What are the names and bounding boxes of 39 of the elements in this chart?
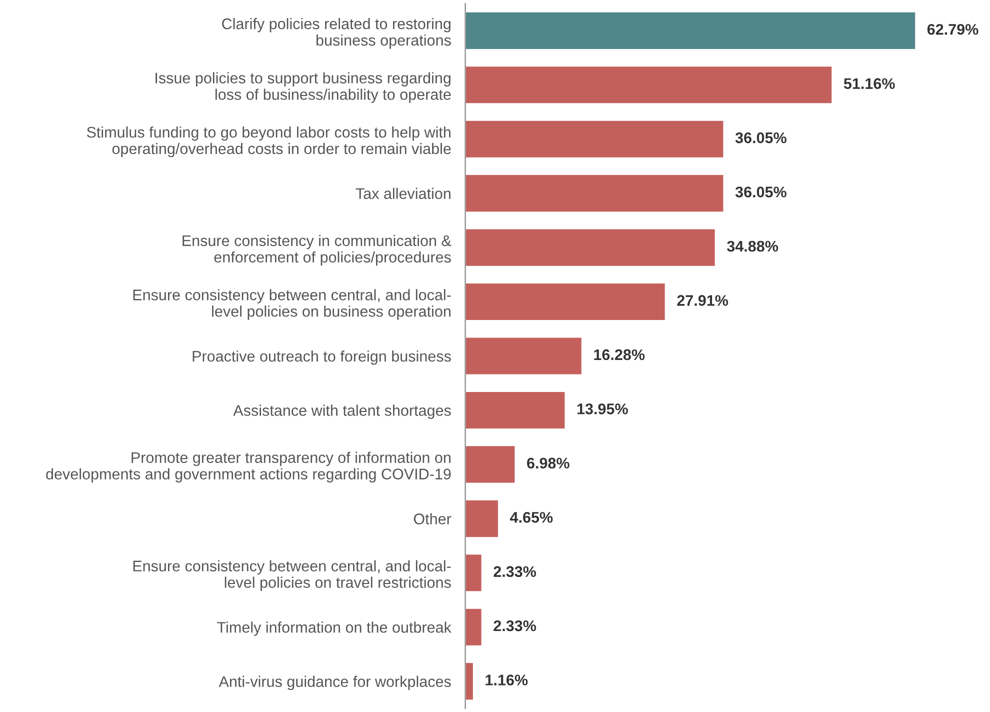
bar [465, 444, 516, 484]
bar [465, 174, 725, 214]
y-tick-label: Proactive outreach to foreign business [192, 350, 451, 365]
y-tick-label: Ensure consistency between central, and local- level policies on travel restrictions [133, 560, 451, 591]
bar [465, 282, 666, 322]
bar [465, 336, 583, 376]
y-tick-label: Tax alleviation [356, 188, 450, 200]
data-label: 4.65% [510, 512, 553, 523]
data-label: 34.88% [726, 240, 778, 252]
bar [465, 65, 834, 105]
y-tick-label: Ensure consistency between central, and local- level policies on business operation [133, 289, 451, 320]
y-tick-label: Ensure consistency in communication & enforcement of policies/procedures [182, 234, 452, 266]
data-label: 51.16% [844, 78, 895, 89]
y-tick-label: Issue policies to support business regarding loss of business/inability to operate [156, 72, 451, 103]
y-tick-label: Anti-virus guidance for workplaces [218, 676, 451, 690]
data-label: 2.33% [494, 566, 536, 578]
data-label: 6.98% [527, 458, 570, 469]
bar [465, 553, 483, 593]
bar [465, 607, 483, 647]
data-label: 36.05% [735, 186, 786, 198]
data-label: 1.16% [486, 674, 528, 686]
bar [465, 390, 566, 430]
bar [465, 498, 500, 538]
y-tick-label: Clarify policies related to restoring business operations [222, 18, 451, 49]
data-label: 16.28% [594, 349, 645, 360]
data-label: 62.79% [927, 24, 978, 35]
data-label: 13.95% [577, 404, 628, 414]
y-tick-label: Promote greater transparency of information on developments and government actions regarding COVID-19 [46, 452, 451, 482]
y-tick-label: Other [414, 513, 452, 524]
data-label: 36.05% [735, 132, 786, 144]
bar [465, 11, 916, 50]
data-label: 2.33% [494, 620, 536, 632]
bar [465, 119, 725, 159]
y-tick-label: Timely information on the outbreak [217, 622, 452, 636]
data-label: 27.91% [677, 295, 728, 306]
bar [465, 662, 474, 701]
y-tick-label: Stimulus funding to go beyond labor costs to help with operating/overhead costs in order to remain viable [86, 126, 451, 158]
bar [465, 228, 716, 268]
y-tick-label: Assistance with talent shortages [233, 404, 451, 419]
